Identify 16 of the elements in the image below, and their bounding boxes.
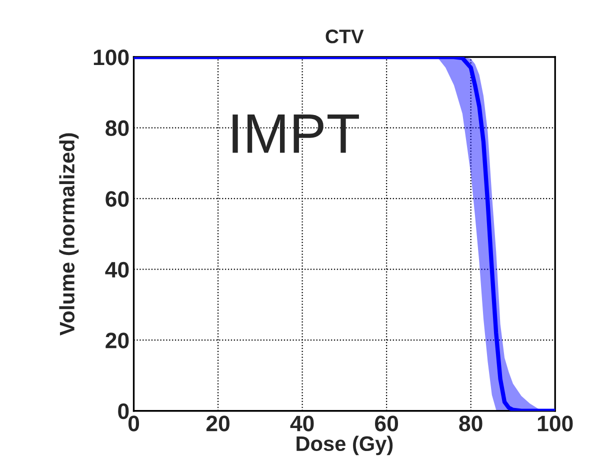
annotation: IMPT bbox=[232, 114, 359, 153]
y-tick-label: 80 bbox=[106, 120, 129, 136]
y-axis-title: Volume (normalized) bbox=[59, 133, 79, 336]
chart-title: CTV bbox=[326, 30, 364, 44]
x-tick-label: 40 bbox=[290, 416, 314, 432]
y-tick-label: 0 bbox=[118, 403, 129, 420]
x-tick-label: 80 bbox=[459, 416, 482, 432]
y-tick-label: 40 bbox=[105, 262, 129, 278]
x-tick-label: 100 bbox=[538, 416, 573, 432]
x-tick-label: 0 bbox=[128, 416, 140, 432]
y-tick-label: 20 bbox=[106, 332, 129, 348]
y-tick-label: 100 bbox=[94, 50, 129, 66]
x-tick-label: 60 bbox=[375, 416, 398, 432]
x-tick-label: 20 bbox=[206, 416, 230, 432]
x-axis-title: Dose (Gy) bbox=[296, 436, 393, 456]
y-tick-label: 60 bbox=[106, 191, 129, 207]
